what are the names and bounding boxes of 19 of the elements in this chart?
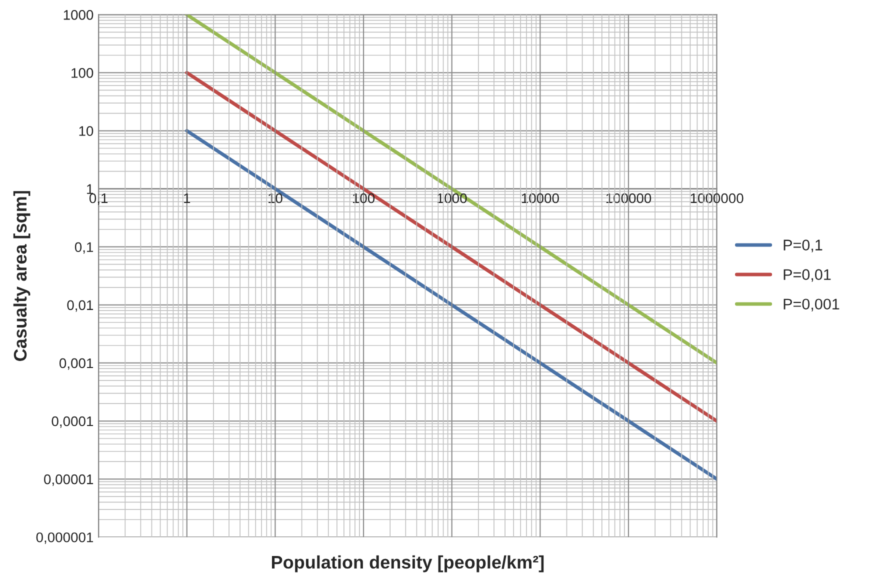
legend-label: P=0,01 <box>784 269 831 282</box>
x-tick-label: 1000000 <box>690 193 744 204</box>
y-tick-label: 10 <box>79 126 94 136</box>
y-tick-label: 0,001 <box>59 358 94 370</box>
y-tick-label: 100 <box>72 68 94 78</box>
y-axis-title: Casualty area [sqm] <box>13 191 30 361</box>
legend-label: P=0,001 <box>784 298 840 312</box>
y-tick-label: 0,0001 <box>52 416 94 428</box>
y-tick-label: 0,01 <box>67 300 94 312</box>
y-tick-label: 0,00001 <box>44 474 94 486</box>
x-tick-label: 1 <box>184 193 190 204</box>
legend-label: P=0,1 <box>784 240 822 252</box>
y-tick-label: 1000 <box>64 10 94 20</box>
x-tick-label: 10000 <box>522 193 559 204</box>
y-tick-label: 0,1 <box>74 242 94 254</box>
x-tick-label: 100 <box>352 193 375 204</box>
y-tick-label: 1 <box>87 184 94 194</box>
y-tick-label: 0,000001 <box>36 532 94 544</box>
x-axis-title: Population density [people/km²] <box>272 555 544 572</box>
